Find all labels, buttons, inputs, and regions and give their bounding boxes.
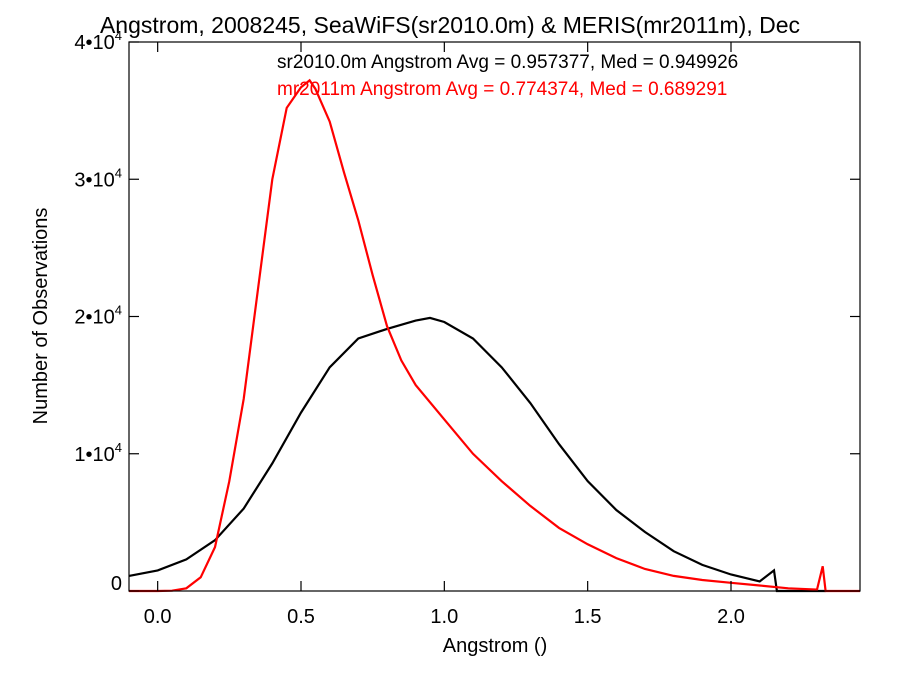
legend-entry-mr2011: mr2011m Angstrom Avg = 0.774374, Med = 0… (277, 79, 727, 100)
series-line-0 (128, 316, 826, 593)
y-tick-label-1: 1•104 (74, 440, 122, 466)
y-axis-label: Number of Observations (30, 208, 52, 425)
x-tick-label-3: 1.5 (574, 606, 602, 628)
y-tick-label-2: 2•104 (74, 303, 122, 329)
y-tick-label-3: 3•104 (74, 165, 122, 191)
x-tick-label-0: 0.0 (144, 606, 172, 628)
x-axis-label: Angstrom () (443, 635, 547, 657)
chart-title: Angstrom, 2008245, SeaWiFS(sr2010.0m) & … (100, 12, 800, 38)
axes-layer: 0.0 0.5 1.0 1.5 2.0 0 1•104 2•104 3•104 4•104 (74, 28, 860, 628)
x-tick-label-2: 1.0 (430, 606, 458, 628)
plot-frame (128, 41, 861, 592)
y-tick-label-4: 4•104 (74, 28, 122, 54)
series-layer (128, 78, 860, 593)
y-tick-label-0: 0 (111, 573, 122, 595)
series-line-1 (129, 78, 860, 593)
x-tick-label-1: 0.5 (287, 606, 315, 628)
legend-entry-sr2010: sr2010.0m Angstrom Avg = 0.957377, Med =… (277, 52, 738, 73)
x-tick-label-4: 2.0 (717, 606, 745, 628)
